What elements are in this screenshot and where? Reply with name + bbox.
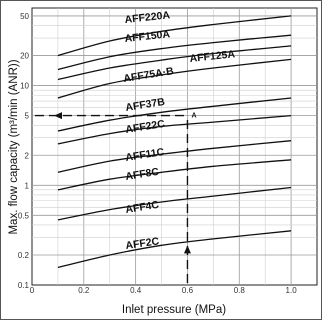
series-line-aff8c [57, 159, 292, 191]
series-line-aff75a-b [57, 58, 292, 99]
arrow-left-icon [54, 112, 62, 120]
x-tick-label: 0 [30, 286, 35, 295]
y-tick-label: 0.5 [18, 211, 30, 220]
series-label: AFF150A [124, 28, 171, 45]
series-line-aff4c [57, 186, 292, 221]
series-line-aff11c [57, 140, 292, 173]
series-line-aff125a [57, 45, 292, 81]
y-tick-label: 5 [25, 112, 30, 121]
x-tick-label: 0.4 [130, 286, 142, 295]
x-tick-label: 0.6 [182, 286, 194, 295]
series-line-aff220a [57, 15, 292, 57]
guide-lines: A [35, 112, 197, 283]
y-tick-label: 1 [25, 181, 30, 190]
y-tick-label: 10 [20, 82, 29, 91]
y-tick-label: 2 [25, 151, 30, 160]
series-label: AFF220A [124, 9, 171, 26]
series-curves [57, 15, 292, 269]
series-label: AFF8C [125, 166, 161, 183]
tick-labels: 0 0.2 0.4 0.6 0.8 1.0 50 20 10 5 2 1 0.5 0.2 0.1 [18, 12, 297, 295]
series-line-aff150a [57, 34, 292, 71]
series-line-aff37b [57, 97, 292, 132]
series-line-aff2c [57, 230, 292, 269]
x-axis-label: Inlet pressure (MPa) [122, 304, 226, 316]
series-line-aff22c [57, 114, 292, 145]
series-label: AFF2C [125, 235, 161, 252]
series-label: AFF4C [125, 199, 161, 216]
x-tick-label: 0.2 [78, 286, 90, 295]
y-tick-label: 50 [20, 12, 29, 21]
y-tick-label: 0.2 [18, 251, 30, 260]
y-tick-label: 20 [20, 52, 29, 61]
series-label: AFF125A [189, 48, 236, 65]
arrow-up-icon [183, 245, 191, 254]
x-tick-label: 1.0 [286, 286, 298, 295]
y-tick-label: 0.1 [18, 281, 30, 290]
x-tick-label: 0.8 [234, 286, 246, 295]
plot-area [31, 7, 318, 286]
y-axis-label: Max. flow capacity (m³/min (ANR)) [8, 59, 20, 234]
point-a-label: A [191, 113, 196, 120]
